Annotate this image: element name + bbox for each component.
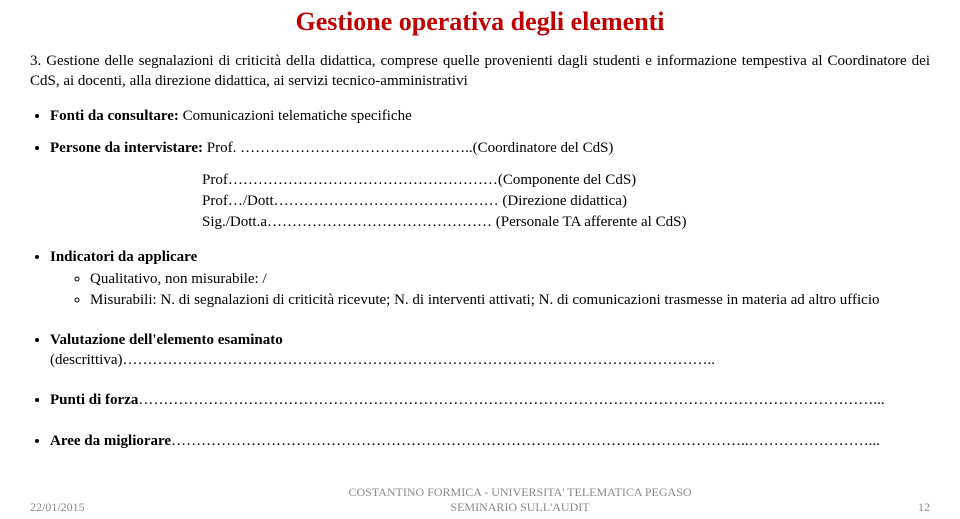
fonti-list: Fonti da consultare: Comunicazioni telem… (30, 106, 930, 126)
persone-block: Persone da intervistare: Prof. ………………………… (30, 138, 930, 233)
intro-paragraph: 3. Gestione delle segnalazioni di critic… (30, 51, 930, 92)
footer-date: 22/01/2015 (30, 500, 150, 515)
valutazione-label: Valutazione dell'elemento esaminato (50, 332, 283, 348)
indic-sub-2: Misurabili: N. di segnalazioni di critic… (90, 290, 930, 310)
indicatori-sublist: Qualitativo, non misurabile: / Misurabil… (50, 269, 930, 310)
spacer-3 (30, 423, 930, 431)
valutazione-text: (descrittiva)………………………………………………………………………… (50, 352, 715, 368)
persone-line-1: Prof. ………………………………………..(Coordinatore del… (207, 140, 614, 156)
valutazione-item: Valutazione dell'elemento esaminato (des… (50, 330, 930, 371)
fonti-item: Fonti da consultare: Comunicazioni telem… (50, 106, 930, 126)
punti-list: Punti di forza……………………………………………………………………… (30, 390, 930, 410)
persone-item: Persone da intervistare: Prof. ………………………… (50, 138, 930, 158)
footer-page-number: 12 (890, 500, 930, 515)
indicatori-item: Indicatori da applicare Qualitativo, non… (50, 247, 930, 310)
slide-page: Gestione operativa degli elementi 3. Ges… (0, 0, 960, 519)
valutazione-list: Valutazione dell'elemento esaminato (des… (30, 330, 930, 371)
persone-line-3: Prof…/Dott……………………………………… (Direzione did… (30, 191, 930, 212)
fonti-text: Comunicazioni telematiche specifiche (183, 108, 412, 124)
fonti-label: Fonti da consultare: (50, 108, 183, 124)
aree-list: Aree da migliorare…………………………………………………………… (30, 431, 930, 451)
indicatori-list: Indicatori da applicare Qualitativo, non… (30, 247, 930, 310)
punti-item: Punti di forza……………………………………………………………………… (50, 390, 930, 410)
aree-text: ……………………………………………………………………………………………………..… (171, 433, 880, 449)
persone-line-4: Sig./Dott.a……………………………………… (Personale TA… (30, 212, 930, 233)
aree-label: Aree da migliorare (50, 433, 171, 449)
footer-line-2: SEMINARIO SULL'AUDIT (150, 500, 890, 515)
indic-sub-1: Qualitativo, non misurabile: / (90, 269, 930, 289)
page-title: Gestione operativa degli elementi (30, 6, 930, 37)
footer: 22/01/2015 COSTANTINO FORMICA - UNIVERSI… (30, 485, 930, 515)
persone-list: Persone da intervistare: Prof. ………………………… (30, 138, 930, 158)
persone-label: Persone da intervistare: (50, 140, 207, 156)
footer-center: COSTANTINO FORMICA - UNIVERSITA' TELEMAT… (150, 485, 890, 515)
punti-text: …………………………………………………………………………………………………………… (138, 392, 884, 408)
spacer (30, 322, 930, 330)
indicatori-label: Indicatori da applicare (50, 249, 197, 265)
footer-line-1: COSTANTINO FORMICA - UNIVERSITA' TELEMAT… (150, 485, 890, 500)
indicatori-block: Indicatori da applicare Qualitativo, non… (30, 247, 930, 310)
punti-label: Punti di forza (50, 392, 138, 408)
aree-item: Aree da migliorare…………………………………………………………… (50, 431, 930, 451)
persone-line-2: Prof………………………………………………(Componente del Cd… (30, 170, 930, 191)
spacer-2 (30, 382, 930, 390)
